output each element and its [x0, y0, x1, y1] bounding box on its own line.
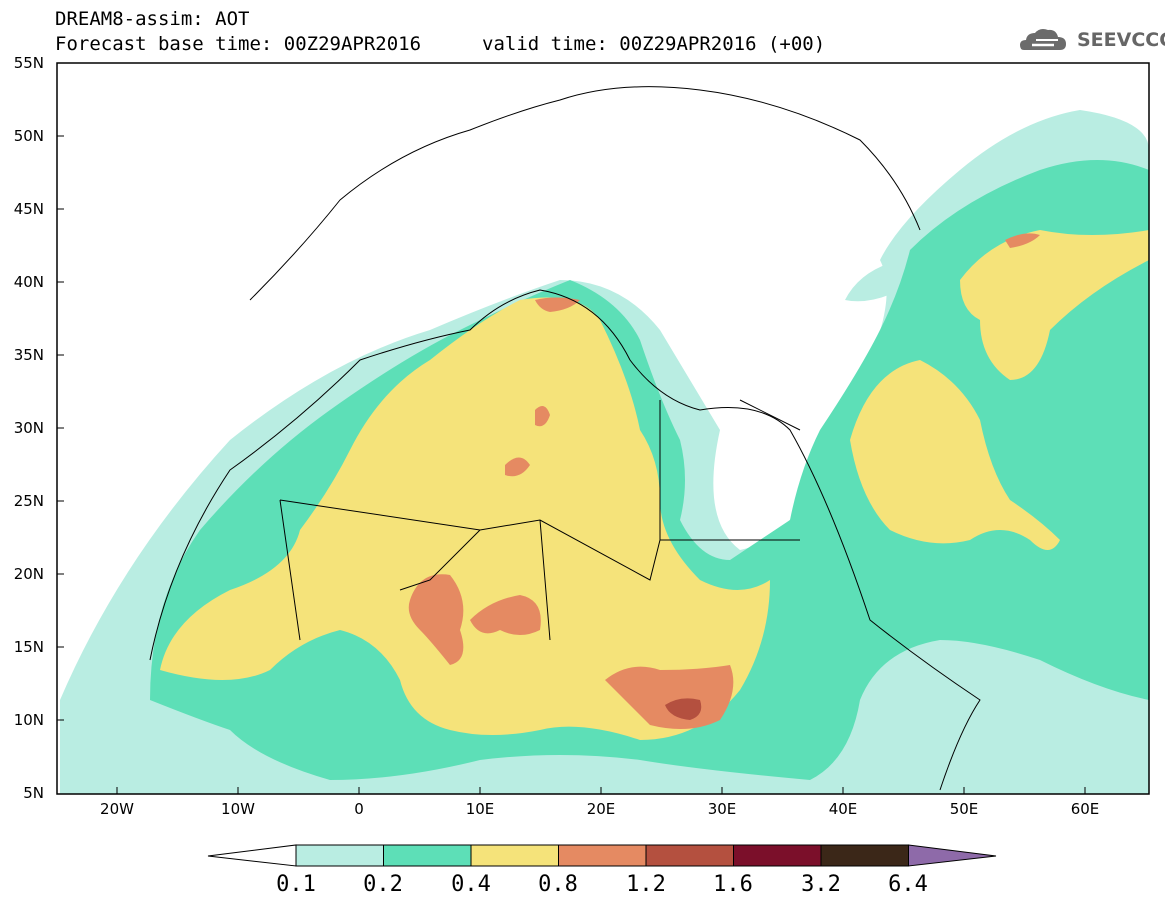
aot-region-orange-1 — [408, 574, 464, 665]
aot-region-light-black-sea — [845, 260, 900, 302]
border-lines — [279, 399, 801, 641]
lon-label: 40E — [828, 800, 858, 818]
aot-region-red — [665, 698, 702, 720]
lon-label: 20W — [100, 800, 134, 818]
coastline-africa — [149, 289, 981, 791]
lon-label: 10E — [465, 800, 495, 818]
colorbar-label: 1.6 — [713, 872, 753, 897]
lat-label: 20N — [13, 565, 44, 583]
colorbar-label: 0.8 — [538, 872, 578, 897]
aot-region-yellow — [160, 297, 770, 740]
lon-label: 10W — [221, 800, 255, 818]
title-forecast-base-time: Forecast base time: 00Z29APR2016 — [55, 33, 422, 55]
lon-label: 30E — [707, 800, 737, 818]
lon-label: 20E — [586, 800, 616, 818]
lat-label: 25N — [13, 492, 44, 510]
aot-region-orange-2 — [470, 595, 541, 635]
aot-region-orange-4 — [535, 297, 580, 312]
aot-region-orange-5 — [535, 406, 550, 427]
aot-region-orange-7 — [1005, 233, 1040, 248]
cloud-icon — [1020, 29, 1066, 50]
lat-label: 5N — [23, 784, 44, 802]
lat-label: 30N — [13, 419, 44, 437]
lon-label: 50E — [949, 800, 979, 818]
title-line-1: DREAM8-assim: AOT — [55, 8, 250, 30]
lat-label: 40N — [13, 273, 44, 291]
colorbar-seg-6 — [733, 844, 822, 867]
colorbar-label: 0.1 — [276, 872, 316, 897]
colorbar-seg-5 — [645, 844, 734, 867]
lat-label: 10N — [13, 711, 44, 729]
colorbar-label: 3.2 — [801, 872, 841, 897]
colorbar-label: 0.4 — [451, 872, 491, 897]
lon-label: 60E — [1070, 800, 1100, 818]
title-valid-time: valid time: 00Z29APR2016 (+00) — [482, 33, 826, 55]
lat-label: 50N — [13, 127, 44, 145]
colorbar-label: 0.2 — [363, 872, 403, 897]
logo-text: SEEVCCC — [1077, 29, 1165, 51]
colorbar — [207, 844, 997, 867]
colorbar-seg-7 — [820, 844, 909, 867]
colorbar-seg-1 — [295, 844, 384, 867]
colorbar-seg-4 — [558, 844, 647, 867]
lat-label: 15N — [13, 638, 44, 656]
lon-ticks — [116, 787, 1086, 794]
colorbar-label: 6.4 — [888, 872, 928, 897]
aot-region-orange-6 — [505, 457, 530, 477]
aot-region-yellow-east — [850, 360, 1060, 550]
coastline-europe — [249, 86, 921, 301]
colorbar-seg-2 — [383, 844, 472, 867]
lat-label: 55N — [13, 54, 44, 72]
lat-label: 35N — [13, 346, 44, 364]
lon-label: 0 — [354, 800, 364, 818]
colorbar-high-arrow — [908, 844, 997, 867]
aot-region-orange-3 — [605, 665, 734, 729]
lat-label: 45N — [13, 200, 44, 218]
colorbar-low-arrow — [207, 844, 297, 867]
colorbar-seg-3 — [470, 844, 559, 867]
colorbar-label: 1.2 — [626, 872, 666, 897]
aot-region-yellow-caspian — [960, 230, 1149, 380]
lat-ticks — [57, 62, 64, 721]
